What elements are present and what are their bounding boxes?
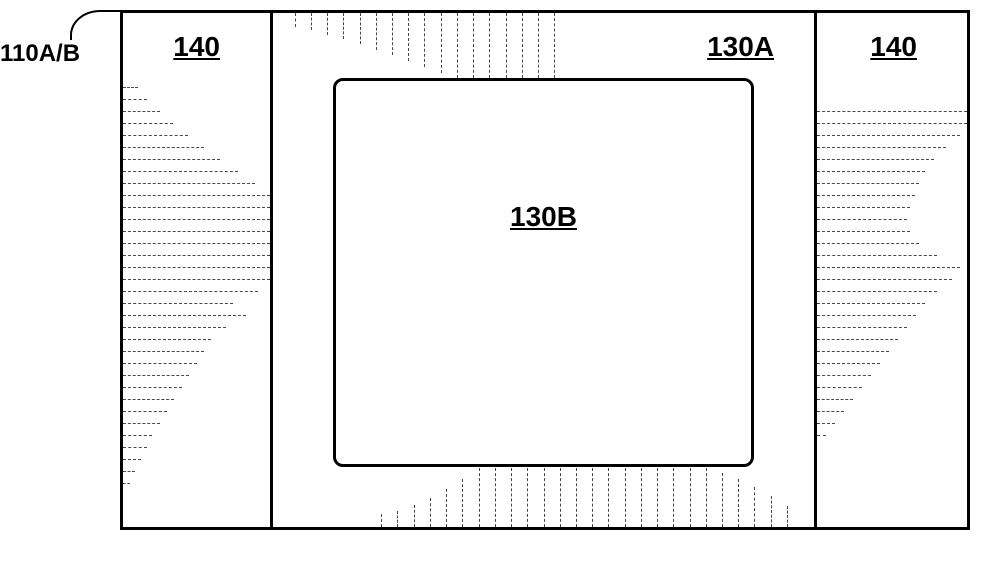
inner-box-130b: 130B	[333, 78, 754, 467]
main-diagram: 140 130A 130B 140	[120, 10, 970, 530]
callout-110ab-label: 110A/B	[0, 40, 80, 68]
panel-mid-130a: 130A 130B	[273, 13, 817, 527]
hatching-right	[817, 13, 967, 527]
label-130b: 130B	[510, 201, 577, 233]
hatching-left	[123, 13, 270, 527]
callout-arc	[70, 10, 120, 40]
figure-container: 110A/B 140 130A 130B 140	[0, 0, 1000, 564]
panel-right-140: 140	[817, 13, 967, 527]
panel-left-140: 140	[123, 13, 273, 527]
